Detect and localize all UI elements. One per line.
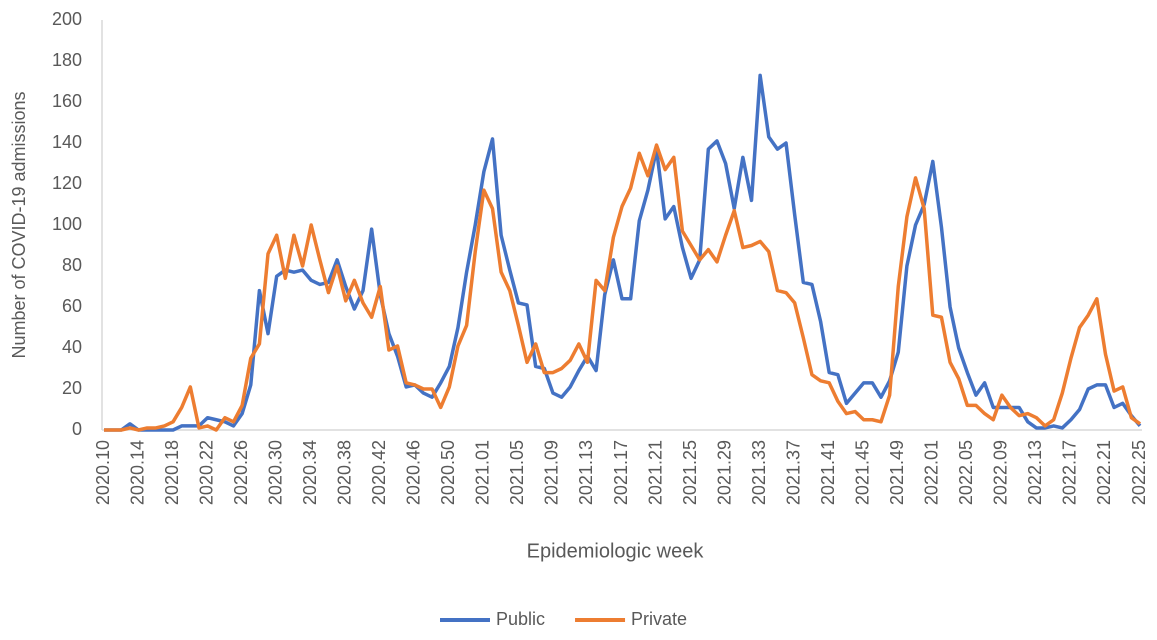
x-tick-label: 2020.30 bbox=[265, 440, 285, 505]
x-tick-label: 2022.05 bbox=[956, 440, 976, 505]
x-tick-label: 2020.50 bbox=[438, 440, 458, 505]
x-tick-label: 2020.38 bbox=[334, 440, 354, 505]
y-tick-label: 120 bbox=[52, 173, 82, 193]
y-tick-label: 100 bbox=[52, 214, 82, 234]
series-line bbox=[104, 73, 1142, 432]
x-tick-label: 2020.22 bbox=[196, 440, 216, 505]
x-tick-label: 2022.13 bbox=[1025, 440, 1045, 505]
x-tick-label: 2021.13 bbox=[576, 440, 596, 505]
x-tick-label: 2021.37 bbox=[783, 440, 803, 505]
x-tick-label: 2021.45 bbox=[852, 440, 872, 505]
x-tick-label: 2022.09 bbox=[991, 440, 1011, 505]
y-tick-label: 180 bbox=[52, 50, 82, 70]
x-tick-label: 2022.21 bbox=[1094, 440, 1114, 505]
x-tick-label: 2020.10 bbox=[93, 440, 113, 505]
x-tick-label: 2021.21 bbox=[645, 440, 665, 505]
x-tick-label: 2021.33 bbox=[749, 440, 769, 505]
x-tick-label: 2020.18 bbox=[162, 440, 182, 505]
y-tick-label: 60 bbox=[62, 296, 82, 316]
legend-label: Public bbox=[496, 609, 545, 629]
x-tick-label: 2021.49 bbox=[887, 440, 907, 505]
x-tick-label: 2022.01 bbox=[922, 440, 942, 505]
x-tick-label: 2021.09 bbox=[542, 440, 562, 505]
x-axis-title: Epidemiologic week bbox=[527, 540, 705, 562]
x-tick-label: 2020.42 bbox=[369, 440, 389, 505]
y-tick-label: 40 bbox=[62, 337, 82, 357]
y-tick-label: 140 bbox=[52, 132, 82, 152]
y-tick-label: 200 bbox=[52, 9, 82, 29]
y-tick-label: 20 bbox=[62, 378, 82, 398]
legend-label: Private bbox=[631, 609, 687, 629]
x-tick-label: 2022.17 bbox=[1060, 440, 1080, 505]
x-tick-label: 2021.05 bbox=[507, 440, 527, 505]
x-tick-label: 2021.41 bbox=[818, 440, 838, 505]
y-tick-label: 160 bbox=[52, 91, 82, 111]
x-tick-label: 2022.25 bbox=[1129, 440, 1149, 505]
y-tick-label: 0 bbox=[72, 419, 82, 439]
x-tick-label: 2020.14 bbox=[127, 440, 147, 505]
x-tick-label: 2021.29 bbox=[714, 440, 734, 505]
x-tick-label: 2020.26 bbox=[231, 440, 251, 505]
x-tick-label: 2021.25 bbox=[680, 440, 700, 505]
x-tick-label: 2021.17 bbox=[611, 440, 631, 505]
x-tick-label: 2020.46 bbox=[404, 440, 424, 505]
x-tick-label: 2021.01 bbox=[473, 440, 493, 505]
x-tick-label: 2020.34 bbox=[300, 440, 320, 505]
series-line bbox=[104, 143, 1142, 432]
y-axis-title: Number of COVID-19 admissions bbox=[9, 91, 29, 358]
y-tick-label: 80 bbox=[62, 255, 82, 275]
